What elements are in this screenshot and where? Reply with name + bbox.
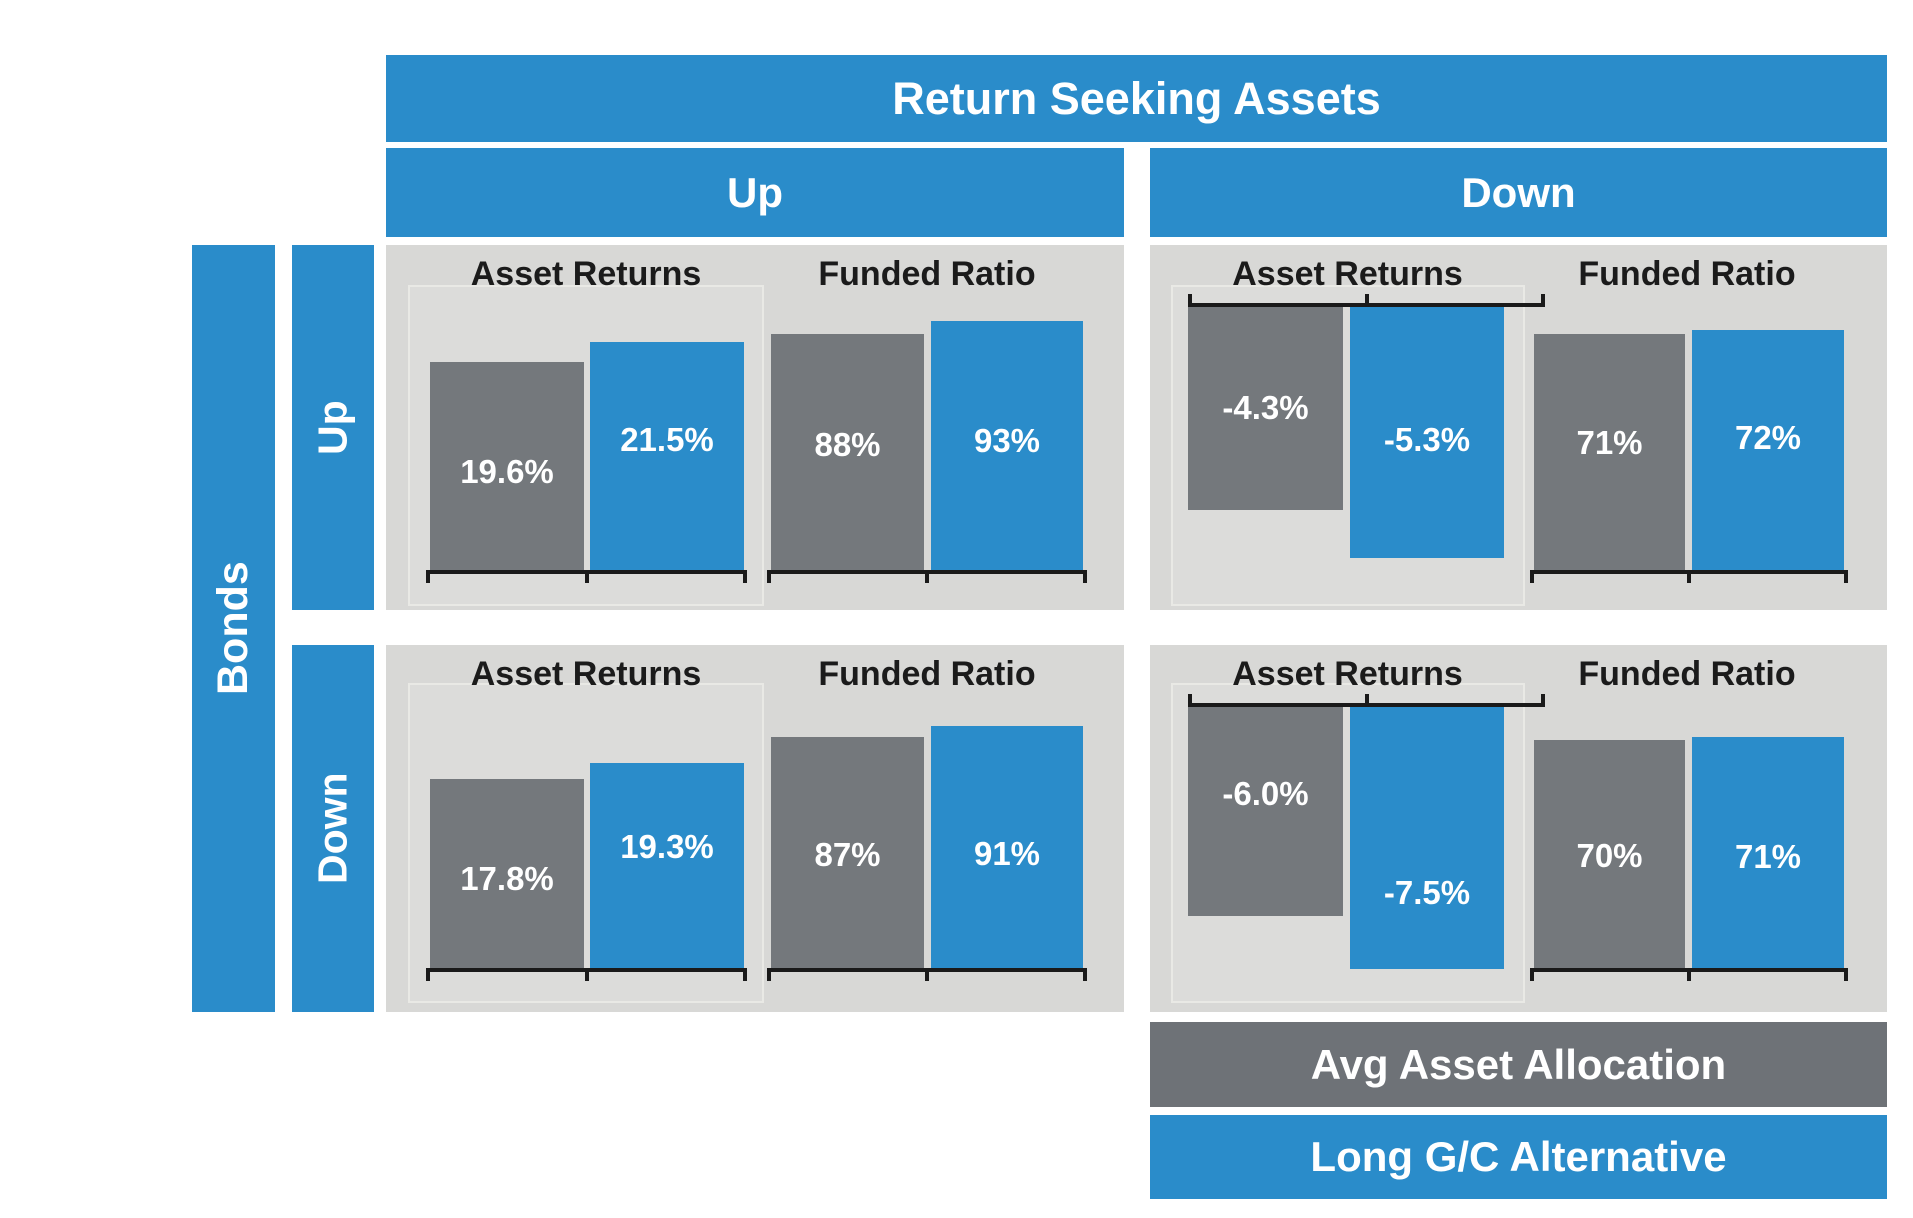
funded-ratio-chart: 71% 72%	[1530, 305, 1848, 583]
bar-value-label: 19.3%	[620, 828, 714, 866]
asset-returns-chart: -4.3% -5.3%	[1188, 294, 1545, 573]
funded-ratio-chart: 70% 71%	[1530, 703, 1848, 981]
chart-title-asset-returns: Asset Returns	[1232, 255, 1463, 293]
asset-returns-chart: 19.6% 21.5%	[426, 305, 747, 583]
bar-value-label: -6.0%	[1222, 775, 1309, 813]
row-header-up: Up	[292, 245, 374, 610]
bar-value-label: 71%	[1734, 838, 1802, 876]
bar-value-label: -5.3%	[1383, 420, 1471, 458]
chart-title-funded-ratio: Funded Ratio	[1578, 255, 1796, 293]
x-axis	[426, 570, 747, 583]
x-axis	[1530, 570, 1848, 583]
bar-value-label: -4.3%	[1222, 389, 1309, 426]
bar-long-gc-alternative: -5.3%	[1350, 306, 1504, 558]
bar-avg-asset-allocation: 88%	[771, 334, 924, 570]
quadrant-bonds-up-rsa-down: Asset Returns Funded Ratio -4.3% -5.3% 7…	[1150, 245, 1887, 610]
bar-avg-asset-allocation: -6.0%	[1188, 706, 1343, 916]
x-axis	[426, 968, 747, 981]
quadrant-bonds-down-rsa-up: Asset Returns Funded Ratio 17.8% 19.3% 8…	[386, 645, 1124, 1012]
column-header-up: Up	[386, 148, 1124, 237]
bar-value-label: 71%	[1576, 423, 1643, 461]
bar-long-gc-alternative: 19.3%	[590, 763, 744, 968]
legend-avg-asset-allocation: Avg Asset Allocation	[1150, 1022, 1887, 1107]
row-group-header-bonds: Bonds	[192, 245, 275, 1012]
quadrant-bonds-down-rsa-down: Asset Returns Funded Ratio -6.0% -7.5% 7…	[1150, 645, 1887, 1012]
bar-value-label: 87%	[814, 835, 881, 873]
bar-long-gc-alternative: 71%	[1692, 737, 1844, 968]
bar-long-gc-alternative: 91%	[931, 726, 1083, 968]
bar-avg-asset-allocation: 70%	[1534, 740, 1685, 968]
bar-value-label: 17.8%	[460, 860, 554, 898]
chart-title-funded-ratio: Funded Ratio	[818, 655, 1036, 693]
chart-title-asset-returns: Asset Returns	[470, 255, 702, 293]
chart-title-asset-returns: Asset Returns	[1232, 655, 1463, 693]
chart-title-funded-ratio: Funded Ratio	[1578, 655, 1796, 693]
chart-title-funded-ratio: Funded Ratio	[818, 255, 1036, 293]
bar-avg-asset-allocation: -4.3%	[1188, 306, 1343, 510]
bar-avg-asset-allocation: 19.6%	[430, 362, 584, 570]
bar-value-label: 88%	[814, 425, 881, 463]
bar-value-label: 72%	[1734, 419, 1802, 456]
bar-value-label: 93%	[973, 421, 1041, 459]
bar-avg-asset-allocation: 71%	[1534, 334, 1685, 570]
bar-long-gc-alternative: 93%	[931, 321, 1083, 570]
funded-ratio-chart: 88% 93%	[767, 305, 1087, 583]
bar-value-label: 70%	[1576, 837, 1643, 875]
quadrant-bonds-up-rsa-up: Asset Returns Funded Ratio 19.6% 21.5% 8…	[386, 245, 1124, 610]
bar-value-label: -7.5%	[1383, 873, 1471, 911]
legend-long-gc-alternative: Long G/C Alternative	[1150, 1115, 1887, 1199]
bar-avg-asset-allocation: 87%	[771, 737, 924, 968]
chart-title-asset-returns: Asset Returns	[470, 655, 702, 693]
funded-ratio-chart: 87% 91%	[767, 703, 1087, 981]
bar-long-gc-alternative: -7.5%	[1350, 706, 1504, 969]
bar-value-label: 21.5%	[620, 421, 714, 459]
bar-value-label: 19.6%	[460, 453, 554, 491]
x-axis	[1188, 294, 1545, 307]
bar-long-gc-alternative: 21.5%	[590, 342, 744, 570]
bar-avg-asset-allocation: 17.8%	[430, 779, 584, 968]
x-axis	[1530, 968, 1848, 981]
x-axis	[767, 968, 1087, 981]
bar-value-label: 91%	[973, 835, 1041, 873]
asset-returns-chart: -6.0% -7.5%	[1188, 694, 1545, 973]
return-seeking-assets-header: Return Seeking Assets	[386, 55, 1887, 142]
column-header-down: Down	[1150, 148, 1887, 237]
bar-long-gc-alternative: 72%	[1692, 330, 1844, 570]
x-axis	[767, 570, 1087, 583]
row-header-down: Down	[292, 645, 374, 1012]
x-axis	[1188, 694, 1545, 707]
asset-returns-chart: 17.8% 19.3%	[426, 703, 747, 981]
